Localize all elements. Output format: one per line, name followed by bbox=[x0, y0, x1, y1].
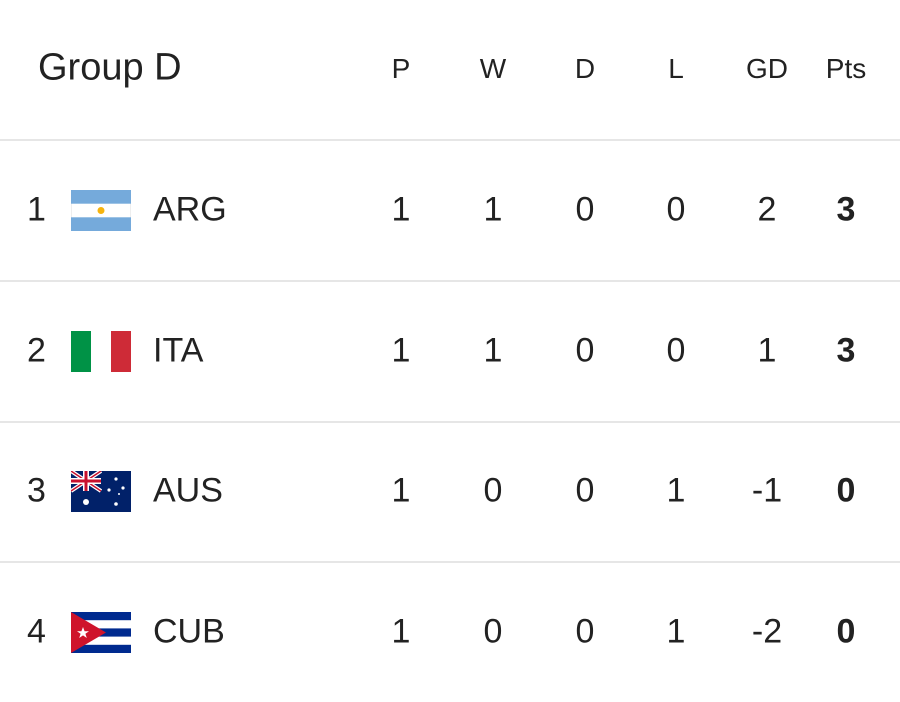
flag-arg bbox=[71, 190, 131, 231]
row-separator bbox=[0, 280, 900, 282]
stat: 1 bbox=[391, 471, 411, 510]
row-separator bbox=[0, 139, 900, 141]
rank: 4 bbox=[27, 612, 46, 651]
stat: 0 bbox=[483, 612, 503, 651]
points: 0 bbox=[836, 471, 856, 510]
column-header: Pts bbox=[825, 53, 867, 84]
rank: 3 bbox=[27, 471, 46, 510]
stat: 1 bbox=[483, 190, 503, 229]
stat: 0 bbox=[666, 190, 686, 229]
stat: 1 bbox=[391, 190, 411, 229]
row-separator bbox=[0, 421, 900, 423]
column-header: GD bbox=[746, 53, 788, 84]
rank: 2 bbox=[27, 331, 46, 370]
points: 3 bbox=[836, 331, 856, 370]
points: 0 bbox=[836, 612, 856, 651]
stat: 2 bbox=[757, 190, 777, 229]
stat: 0 bbox=[666, 331, 686, 370]
stat: 1 bbox=[666, 471, 686, 510]
stat: -2 bbox=[751, 612, 783, 651]
stat: 0 bbox=[575, 190, 595, 229]
team-name: ITA bbox=[153, 331, 204, 370]
flag-ita bbox=[71, 331, 131, 372]
stat: 1 bbox=[391, 331, 411, 370]
stat: 1 bbox=[757, 331, 777, 370]
points: 3 bbox=[836, 190, 856, 229]
column-header: P bbox=[391, 53, 411, 84]
flag-cub bbox=[71, 612, 131, 653]
column-header: L bbox=[668, 53, 684, 84]
stat: 1 bbox=[391, 612, 411, 651]
stat: 1 bbox=[666, 612, 686, 651]
flag-aus bbox=[71, 471, 131, 512]
stat: 1 bbox=[483, 331, 503, 370]
row-separator bbox=[0, 561, 900, 563]
rank: 1 bbox=[27, 190, 46, 229]
team-name: CUB bbox=[153, 612, 225, 651]
stat: 0 bbox=[575, 612, 595, 651]
team-name: AUS bbox=[153, 471, 223, 510]
column-header: D bbox=[574, 53, 596, 84]
team-name: ARG bbox=[153, 190, 227, 229]
group-title: Group D bbox=[38, 46, 182, 89]
column-header: W bbox=[479, 53, 507, 84]
stat: 0 bbox=[575, 471, 595, 510]
stat: -1 bbox=[751, 471, 783, 510]
stat: 0 bbox=[575, 331, 595, 370]
stat: 0 bbox=[483, 471, 503, 510]
